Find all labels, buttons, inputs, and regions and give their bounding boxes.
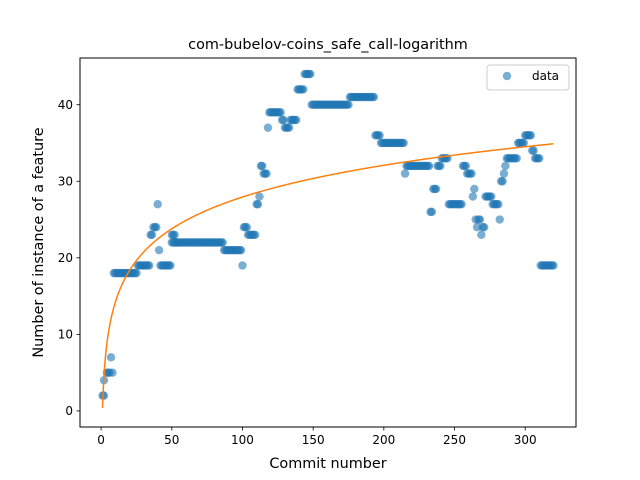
- axes-frame: [79, 57, 577, 428]
- y-axis-label: Number of instance of a feature: [31, 127, 47, 357]
- data-point: [468, 192, 478, 201]
- data-point: [152, 222, 161, 232]
- data-point: [306, 69, 315, 79]
- data-point: [427, 207, 437, 217]
- data-point: [457, 200, 466, 209]
- chart-title: com-bubelov-coins_safe_call-logarithm: [188, 37, 468, 53]
- legend-marker-data: [502, 71, 512, 81]
- data-point: [467, 169, 476, 178]
- y-tick-label: 20: [58, 251, 73, 265]
- data-point: [299, 85, 308, 94]
- data-point: [479, 222, 489, 232]
- x-tick-label: 200: [372, 433, 395, 447]
- y-tick-label: 10: [58, 328, 73, 342]
- data-point: [470, 184, 479, 194]
- data-point: [501, 161, 510, 171]
- fit-line: [101, 143, 554, 408]
- data-point: [375, 131, 384, 140]
- data-point: [236, 245, 246, 255]
- data-point: [400, 169, 410, 178]
- data-point: [258, 161, 267, 171]
- data-point: [147, 230, 157, 240]
- y-tick-label: 0: [65, 404, 73, 418]
- data-point: [475, 215, 485, 224]
- y-tick-label: 30: [58, 175, 73, 189]
- x-tick-label: 0: [97, 433, 105, 447]
- x-tick-label: 300: [514, 433, 537, 447]
- data-point: [170, 230, 179, 240]
- data-point: [549, 261, 558, 270]
- data-point: [99, 391, 109, 400]
- fit-line-layer: [101, 143, 554, 408]
- data-point: [144, 261, 154, 270]
- x-tick-label: 50: [164, 433, 179, 447]
- data-point: [132, 268, 141, 278]
- legend: data: [486, 64, 570, 91]
- data-point: [255, 192, 264, 201]
- data-point: [253, 200, 263, 209]
- data-point: [276, 108, 285, 117]
- data-point: [519, 138, 528, 148]
- x-tick-label: 100: [231, 433, 254, 447]
- data-point: [495, 215, 504, 224]
- data-point: [431, 184, 441, 194]
- data-point: [498, 177, 507, 186]
- data-point: [218, 238, 227, 247]
- data-point: [499, 169, 509, 178]
- data-point: [279, 115, 288, 125]
- data-point: [153, 200, 162, 209]
- x-tick-label: 150: [302, 433, 325, 447]
- data-point: [242, 222, 251, 232]
- data-point: [529, 146, 538, 155]
- data-point: [154, 245, 164, 255]
- data-point: [477, 230, 486, 240]
- y-axis: 0 10 20 30 40: [58, 98, 80, 418]
- data-point: [436, 161, 445, 171]
- data-point: [238, 261, 247, 270]
- legend-label-data: data: [532, 69, 559, 83]
- y-tick-label: 40: [58, 98, 73, 112]
- data-point: [262, 169, 271, 178]
- data-point: [526, 131, 536, 140]
- data-point: [487, 192, 496, 201]
- data-point: [263, 123, 273, 132]
- data-point: [106, 353, 116, 362]
- data-point: [108, 368, 117, 377]
- data-point: [284, 123, 294, 132]
- data-point: [512, 154, 521, 163]
- legend-box: [486, 64, 570, 91]
- x-axis-label: Commit number: [269, 456, 386, 472]
- data-point: [166, 261, 175, 270]
- data-point: [424, 161, 434, 171]
- x-tick-label: 250: [443, 433, 466, 447]
- data-point: [399, 138, 408, 148]
- data-point: [461, 161, 471, 171]
- data-point: [251, 230, 260, 240]
- data-point: [369, 92, 379, 102]
- data-point: [344, 100, 353, 109]
- x-axis: 0 50 100 150 200 250 300: [97, 427, 537, 447]
- data-point: [535, 154, 544, 163]
- data-point: [292, 115, 301, 125]
- data-point: [494, 200, 503, 209]
